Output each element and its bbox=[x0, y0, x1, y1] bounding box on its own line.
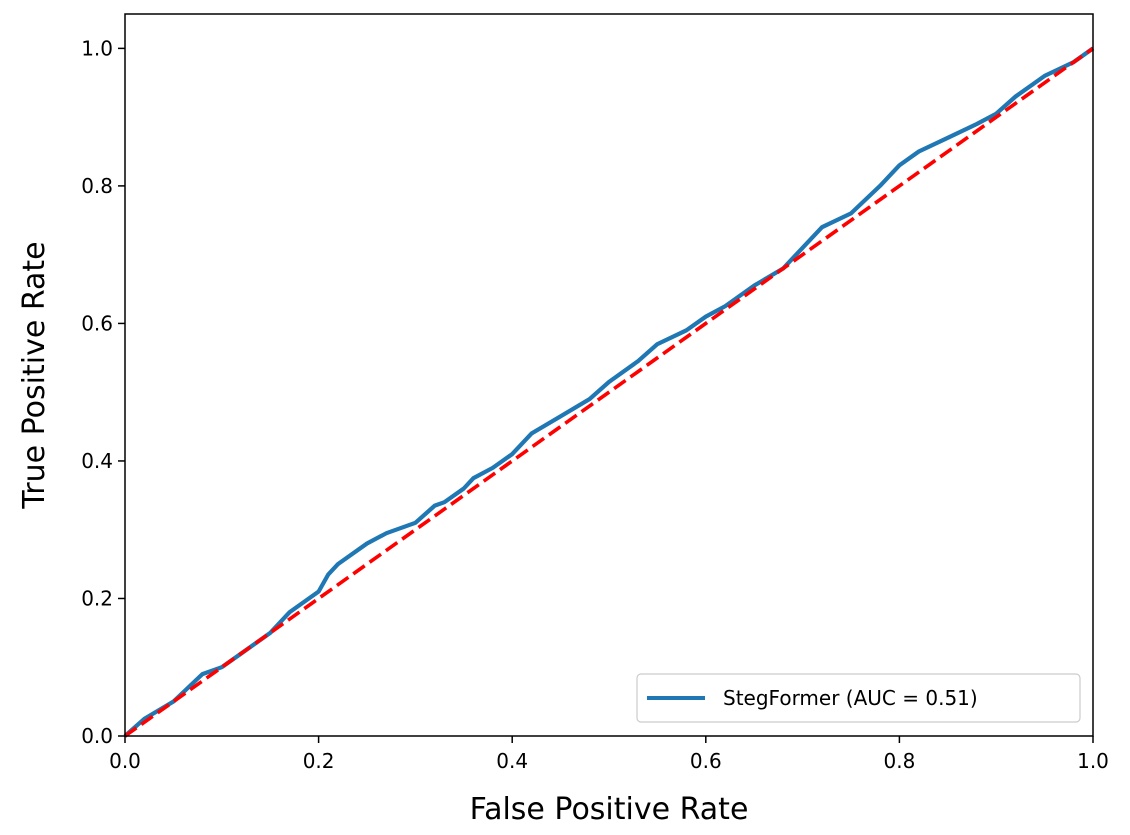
x-tick-label: 0.6 bbox=[690, 749, 722, 773]
legend-box bbox=[636, 673, 1081, 723]
x-tick-label: 0.0 bbox=[109, 749, 141, 773]
x-tick-label: 0.2 bbox=[303, 749, 335, 773]
y-tick-label: 0.8 bbox=[81, 174, 113, 198]
x-tick-label: 1.0 bbox=[1077, 749, 1109, 773]
y-tick-label: 1.0 bbox=[81, 36, 113, 60]
y-tick-label: 0.6 bbox=[81, 311, 113, 335]
plot-area-frame bbox=[124, 13, 1094, 737]
chance-diagonal-line bbox=[123, 46, 1095, 738]
legend: StegFormer (AUC = 0.51) bbox=[636, 673, 1081, 723]
y-tick-label: 0.0 bbox=[81, 724, 113, 748]
x-tick-label: 0.4 bbox=[496, 749, 528, 773]
x-tick-label: 0.8 bbox=[883, 749, 915, 773]
roc-curve-stegformer bbox=[123, 46, 1095, 738]
y-axis-title: True Positive Rate bbox=[17, 241, 52, 509]
legend-label-stegformer: StegFormer (AUC = 0.51) bbox=[723, 686, 978, 710]
plot-lines bbox=[123, 46, 1095, 738]
y-tick-label: 0.2 bbox=[81, 586, 113, 610]
x-axis-title: False Positive Rate bbox=[470, 792, 749, 827]
y-axis-ticks: 0.0 0.2 0.4 0.6 0.8 1.0 bbox=[81, 36, 125, 748]
y-tick-label: 0.4 bbox=[81, 449, 113, 473]
x-axis-ticks: 0.0 0.2 0.4 0.6 0.8 1.0 bbox=[109, 736, 1109, 773]
